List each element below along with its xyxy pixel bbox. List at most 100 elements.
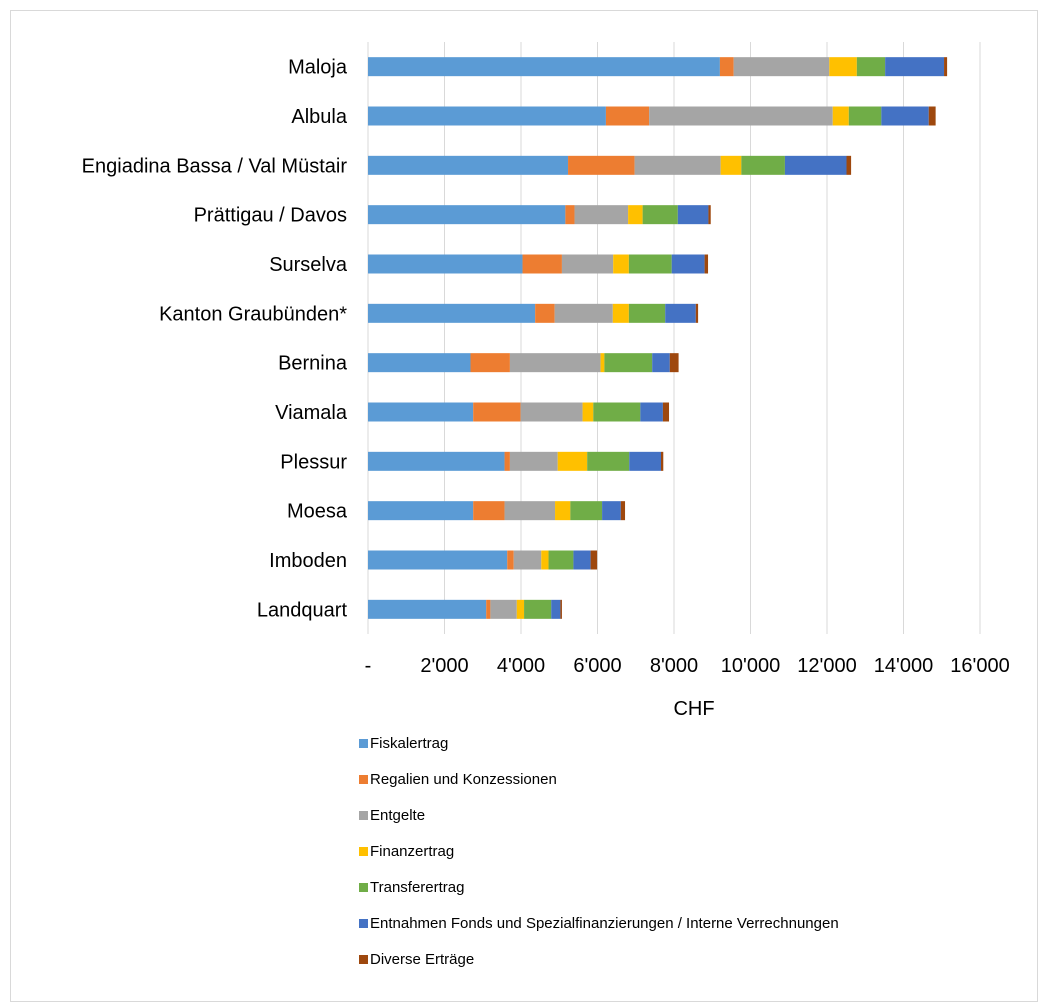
bar-segment (720, 155, 742, 175)
category-label: Maloja (288, 57, 348, 79)
bar-segment (573, 550, 591, 570)
category-label: Prättigau / Davos (194, 205, 347, 227)
bar-segment (555, 501, 571, 521)
bar-segment (665, 303, 696, 323)
bar-segment (368, 402, 474, 422)
legend-swatch (359, 811, 368, 820)
bar-segment (486, 599, 491, 619)
category-label: Bernina (278, 353, 348, 375)
category-label: Imboden (269, 550, 347, 572)
x-tick-label: 6'000 (573, 655, 621, 677)
bar-segment (620, 501, 626, 521)
bar-segment (677, 205, 709, 225)
category-label: Engiadina Bassa / Val Müstair (82, 155, 348, 177)
bar-segment (557, 451, 588, 471)
bar-segment (708, 205, 711, 225)
bar-segment (368, 155, 569, 175)
bar-segment (628, 303, 666, 323)
x-axis-title: CHF (673, 698, 714, 720)
category-label: Albula (291, 106, 347, 128)
bar-segment (629, 451, 661, 471)
bar-segment (520, 402, 583, 422)
x-tick-label: - (365, 655, 372, 677)
bar-segment (605, 106, 650, 126)
legend-swatch (359, 883, 368, 892)
legend-swatch (359, 955, 368, 964)
bar-segment (660, 451, 664, 471)
legend-label: Fiskalertrag (370, 735, 448, 752)
bar-segment (628, 254, 672, 274)
category-labels: Maloja Albula Engiadina Bassa / Val Müstai… (82, 57, 348, 622)
bar-segment (642, 205, 678, 225)
bar-segment (368, 303, 536, 323)
bar-segment (582, 402, 594, 422)
legend-label: Regalien und Konzessionen (370, 771, 557, 788)
bar-segment (669, 353, 679, 373)
bar-segment (368, 550, 508, 570)
bar-segment (634, 155, 721, 175)
bar-segment (649, 106, 833, 126)
bar-segment (368, 501, 474, 521)
category-label: Landquart (257, 599, 348, 621)
x-tick-label: 4'000 (497, 655, 545, 677)
bar-segment (473, 402, 521, 422)
category-label: Moesa (287, 501, 348, 523)
legend-swatch (359, 847, 368, 856)
bar-segment (604, 353, 653, 373)
bar-segment (565, 205, 575, 225)
bar-segment (733, 57, 830, 77)
bar-segment (368, 353, 471, 373)
bar-segment (507, 550, 514, 570)
bar-segment (368, 57, 720, 77)
legend-label: Transferertrag (370, 879, 464, 896)
legend-label: Finanzertrag (370, 843, 454, 860)
bar-segment (704, 254, 709, 274)
gridlines (367, 42, 981, 634)
bar-segment (590, 550, 598, 570)
bar-segment (470, 353, 510, 373)
bar-segment (561, 254, 614, 274)
bar-segment (516, 599, 525, 619)
legend-label: Entnahmen Fonds und Spezialfinanzierunge… (370, 915, 839, 932)
bar-segment (662, 402, 670, 422)
bar-segment (593, 402, 641, 422)
bar-segment (602, 501, 621, 521)
bar-segment (535, 303, 555, 323)
bar-segment (504, 451, 510, 471)
bar-segment (846, 155, 852, 175)
bar-segment (522, 254, 562, 274)
bar-segment (368, 205, 566, 225)
bar-segment (368, 106, 606, 126)
bar-segment (829, 57, 857, 77)
bar-segment (612, 303, 629, 323)
bar-segment (741, 155, 785, 175)
bar-segment (473, 501, 505, 521)
legend: Fiskalertrag Regalien und Konzessionen Ent… (359, 735, 839, 968)
category-label: Surselva (269, 254, 348, 276)
bar-segment (856, 57, 886, 77)
bar-segment (509, 451, 558, 471)
x-tick-label: 10'000 (721, 655, 780, 677)
x-tick-label: 12'000 (797, 655, 856, 677)
bar-segment (504, 501, 556, 521)
bar-segment (695, 303, 699, 323)
bar-segment (587, 451, 630, 471)
bar-segment (719, 57, 734, 77)
bar-segment (524, 599, 552, 619)
category-label: Viamala (275, 402, 348, 424)
legend-swatch (359, 775, 368, 784)
bar-segment (652, 353, 670, 373)
bar-segment (509, 353, 601, 373)
x-tick-labels: - 2'000 4'000 6'000 8'000 10'000 12'000 14'000 1… (365, 655, 1010, 677)
bar-segment (368, 599, 487, 619)
bar-segment (600, 353, 605, 373)
bar-segment (554, 303, 613, 323)
category-label: Plessur (280, 451, 347, 473)
bar-segment (560, 599, 562, 619)
bar-segment (541, 550, 549, 570)
bar-segment (574, 205, 629, 225)
bar-segment (551, 599, 561, 619)
bars (368, 57, 948, 619)
x-tick-label: 16'000 (950, 655, 1009, 677)
